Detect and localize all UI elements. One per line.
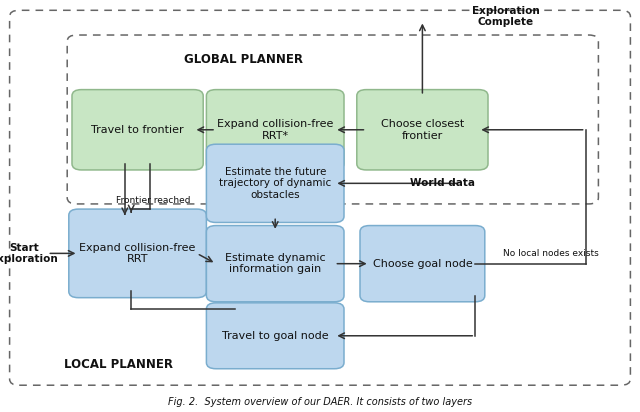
Text: Expand collision-free
RRT: Expand collision-free RRT (79, 243, 196, 264)
Text: GLOBAL PLANNER: GLOBAL PLANNER (184, 53, 303, 66)
FancyBboxPatch shape (357, 90, 488, 170)
FancyBboxPatch shape (360, 226, 485, 302)
Text: Exploration
Complete: Exploration Complete (472, 6, 540, 27)
FancyBboxPatch shape (72, 90, 204, 170)
Text: Expand collision-free
RRT*: Expand collision-free RRT* (217, 119, 333, 140)
Text: World data: World data (410, 178, 475, 188)
Text: Estimate the future
trajectory of dynamic
obstacles: Estimate the future trajectory of dynami… (219, 167, 332, 200)
Text: LOCAL PLANNER: LOCAL PLANNER (64, 358, 173, 371)
Text: Estimate dynamic
information gain: Estimate dynamic information gain (225, 253, 326, 274)
Text: Frontier reached: Frontier reached (116, 196, 191, 205)
Text: No local nodes exists: No local nodes exists (502, 249, 598, 258)
FancyBboxPatch shape (206, 303, 344, 369)
Text: Start
Exploration: Start Exploration (0, 243, 58, 264)
Text: Travel to frontier: Travel to frontier (92, 125, 184, 135)
Text: Travel to goal node: Travel to goal node (222, 331, 328, 341)
FancyBboxPatch shape (69, 209, 206, 298)
FancyBboxPatch shape (206, 144, 344, 222)
FancyBboxPatch shape (206, 90, 344, 170)
Text: Choose closest
frontier: Choose closest frontier (381, 119, 464, 140)
Text: Fig. 2.  System overview of our DAER. It consists of two layers: Fig. 2. System overview of our DAER. It … (168, 397, 472, 407)
Text: Choose goal node: Choose goal node (372, 259, 472, 269)
FancyBboxPatch shape (206, 226, 344, 302)
